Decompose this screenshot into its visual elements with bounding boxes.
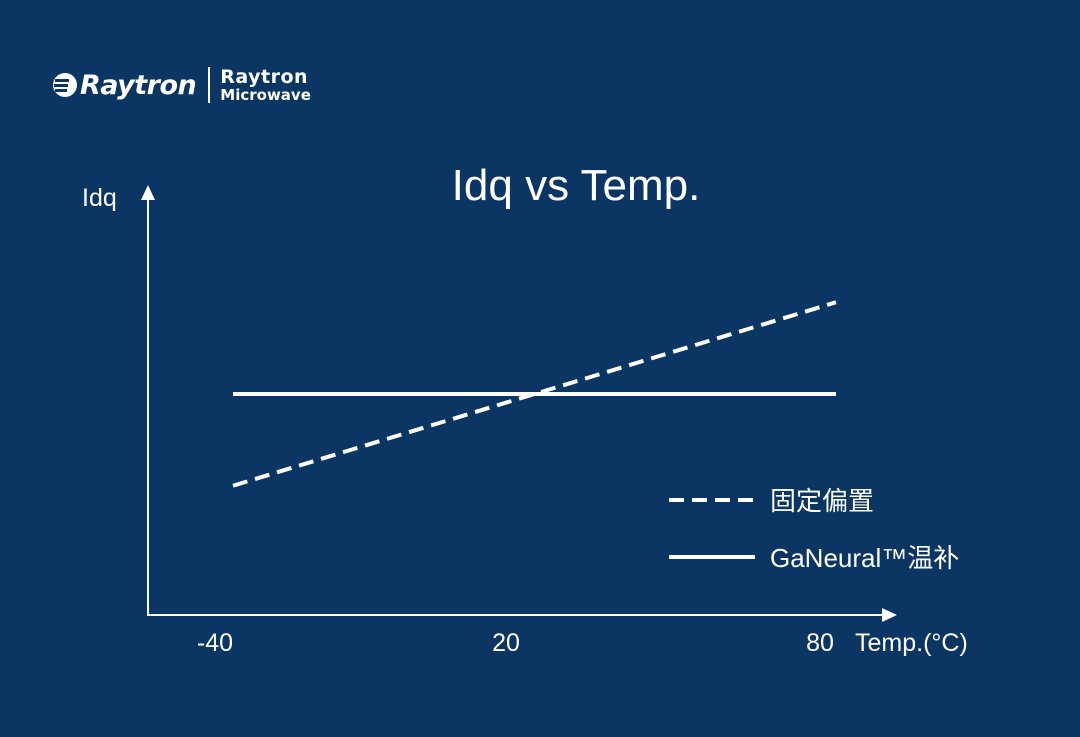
raytron-logo-icon bbox=[53, 73, 77, 97]
logo-subtitle: Raytron Microwave bbox=[220, 67, 311, 104]
x-tick-label: -40 bbox=[197, 629, 233, 657]
y-axis-arrow bbox=[141, 185, 155, 200]
legend: 固定偏置 GaNeural™温补 bbox=[669, 486, 959, 573]
series-lines bbox=[232, 300, 837, 488]
raytron-logo: Raytron Raytron Microwave bbox=[52, 62, 311, 108]
logo-subtitle-line2: Microwave bbox=[220, 86, 311, 105]
chart-title: Idq vs Temp. bbox=[452, 161, 701, 210]
y-axis-label: Idq bbox=[82, 184, 117, 212]
x-tick-labels: -40 20 80 bbox=[197, 629, 834, 657]
series-line-dashed bbox=[232, 300, 837, 488]
x-tick-label: 80 bbox=[806, 629, 834, 657]
x-axis-label: Temp.(°C) bbox=[855, 629, 968, 657]
x-tick-label: 20 bbox=[492, 629, 520, 657]
legend-label: 固定偏置 bbox=[770, 486, 874, 516]
legend-label: GaNeural™温补 bbox=[770, 543, 959, 573]
logo-divider bbox=[208, 67, 211, 103]
logo-subtitle-line1: Raytron bbox=[220, 65, 309, 88]
logo-wordmark: Raytron bbox=[80, 69, 197, 101]
x-axis-arrow bbox=[882, 608, 897, 622]
